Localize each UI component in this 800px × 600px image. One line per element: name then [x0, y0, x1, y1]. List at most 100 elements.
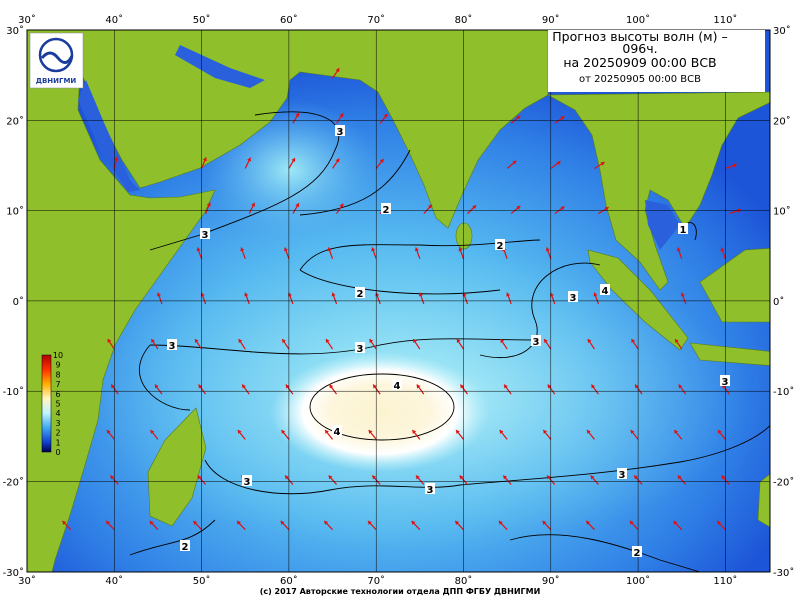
wave-arrow: [236, 520, 246, 531]
wave-arrow: [379, 113, 389, 124]
contour-label: 2: [497, 241, 504, 252]
arrow-head: [428, 204, 432, 209]
contour-label: 3: [427, 485, 434, 496]
wave-arrow: [156, 292, 163, 305]
arrow-head: [634, 475, 639, 480]
wave-arrow: [680, 292, 687, 305]
arrow-head: [503, 475, 508, 480]
arrow-head: [635, 384, 639, 389]
arrow-head: [198, 384, 203, 389]
wave-arrow: [244, 157, 252, 169]
arrow-head: [154, 384, 159, 389]
contour-line: [299, 149, 411, 216]
wave-arrow: [367, 520, 377, 531]
arrow-head: [107, 339, 112, 344]
wave-arrow: [503, 384, 512, 395]
wave-arrow: [677, 475, 687, 485]
contour-line: [479, 262, 601, 359]
contour-line: [129, 519, 701, 572]
colorbar-tick-label: 5: [55, 400, 60, 409]
contour-label-bg: [568, 291, 578, 302]
wave-arrow: [241, 384, 250, 395]
gulf-of-thailand: [645, 200, 680, 250]
wave-arrow: [107, 338, 115, 350]
wave-arrow: [554, 115, 565, 124]
arrow-head: [604, 207, 609, 211]
wave-arrow: [585, 520, 595, 531]
arrow-head: [546, 475, 551, 480]
x-tick-label: 30˚: [18, 575, 36, 587]
x-tick-label: 100˚: [626, 575, 650, 587]
wave-arrow: [676, 247, 683, 259]
contour-label: 3: [619, 470, 626, 481]
wave-arrow: [110, 384, 119, 395]
arrow-head: [677, 475, 682, 480]
wave-arrow: [725, 163, 737, 170]
wave-arrow: [194, 338, 203, 350]
wave-arrow: [673, 429, 683, 440]
wave-arrow: [372, 384, 381, 395]
arrow-head: [151, 339, 155, 344]
wave-arrow: [586, 429, 595, 440]
wave-arrow: [201, 157, 207, 169]
wave-arrow: [500, 338, 508, 350]
footer: (c) 2017 Авторские технологии отдела ДПП…: [260, 587, 541, 596]
arrow-head: [499, 429, 504, 434]
wave-arrow: [238, 338, 246, 350]
arrow-head: [412, 429, 417, 434]
wave-arrow: [325, 338, 334, 350]
contour-label-bg: [332, 425, 342, 436]
x-tick-label: 90˚: [542, 575, 560, 587]
axis-labels: 30˚30˚40˚40˚50˚50˚60˚60˚70˚70˚80˚80˚90˚9…: [3, 14, 795, 587]
contour-label: 3: [722, 377, 729, 388]
arrow-head: [251, 202, 255, 207]
arrow-head: [413, 339, 417, 344]
arrow-head: [149, 520, 154, 525]
wave-arrow: [678, 384, 687, 395]
y-tick-label: -20˚: [3, 477, 24, 489]
map-frame: [26, 29, 771, 573]
contour-line: [299, 269, 501, 295]
y-tick-label: -30˚: [773, 567, 794, 579]
wave-arrow: [716, 520, 726, 531]
wave-arrow: [331, 292, 338, 305]
wave-arrow: [375, 158, 385, 169]
wave-arrow: [281, 338, 290, 350]
contour-label: 3: [169, 341, 176, 352]
y-tick-label: -10˚: [773, 386, 794, 398]
colorbar-tick-label: 0: [55, 448, 60, 457]
colorbar-tick-label: 3: [55, 419, 60, 428]
colorbar-tick-label: 10: [53, 351, 63, 360]
arrow-head: [329, 384, 334, 389]
wave-arrow: [506, 160, 517, 169]
arrow-head: [504, 384, 508, 389]
wave-arrow: [550, 160, 561, 169]
contour-label-bg: [242, 475, 252, 486]
contour-labels: 3 2 3 2 2 3 4 1 3 3 3 4 4 3 3 3 3 2 2: [167, 125, 730, 559]
y-tick-label: -20˚: [773, 477, 794, 489]
wave-arrow: [196, 247, 203, 259]
wave-arrow: [416, 384, 425, 395]
x-tick-label: 70˚: [367, 575, 385, 587]
wave-arrow: [327, 247, 334, 259]
arrow-head: [732, 163, 737, 168]
arrow-head: [236, 520, 241, 525]
land-australia: [757, 473, 770, 528]
contour-label: 2: [182, 542, 189, 553]
arrow-head: [339, 113, 344, 118]
arrow-head: [283, 247, 288, 252]
wave-arrow: [594, 161, 605, 169]
wave-arrow: [292, 112, 300, 124]
contour-line: [138, 344, 770, 495]
wave-arrow: [106, 429, 115, 440]
wave-arrow: [593, 292, 600, 305]
x-tick-label: 50˚: [193, 575, 211, 587]
wave-arrow: [456, 338, 465, 350]
wave-arrow: [547, 384, 556, 395]
arrow-head: [456, 339, 461, 344]
wave-arrow: [328, 475, 338, 485]
contour-label-bg: [531, 335, 541, 346]
arrow-head: [516, 205, 521, 210]
logo-wave: [40, 51, 74, 64]
